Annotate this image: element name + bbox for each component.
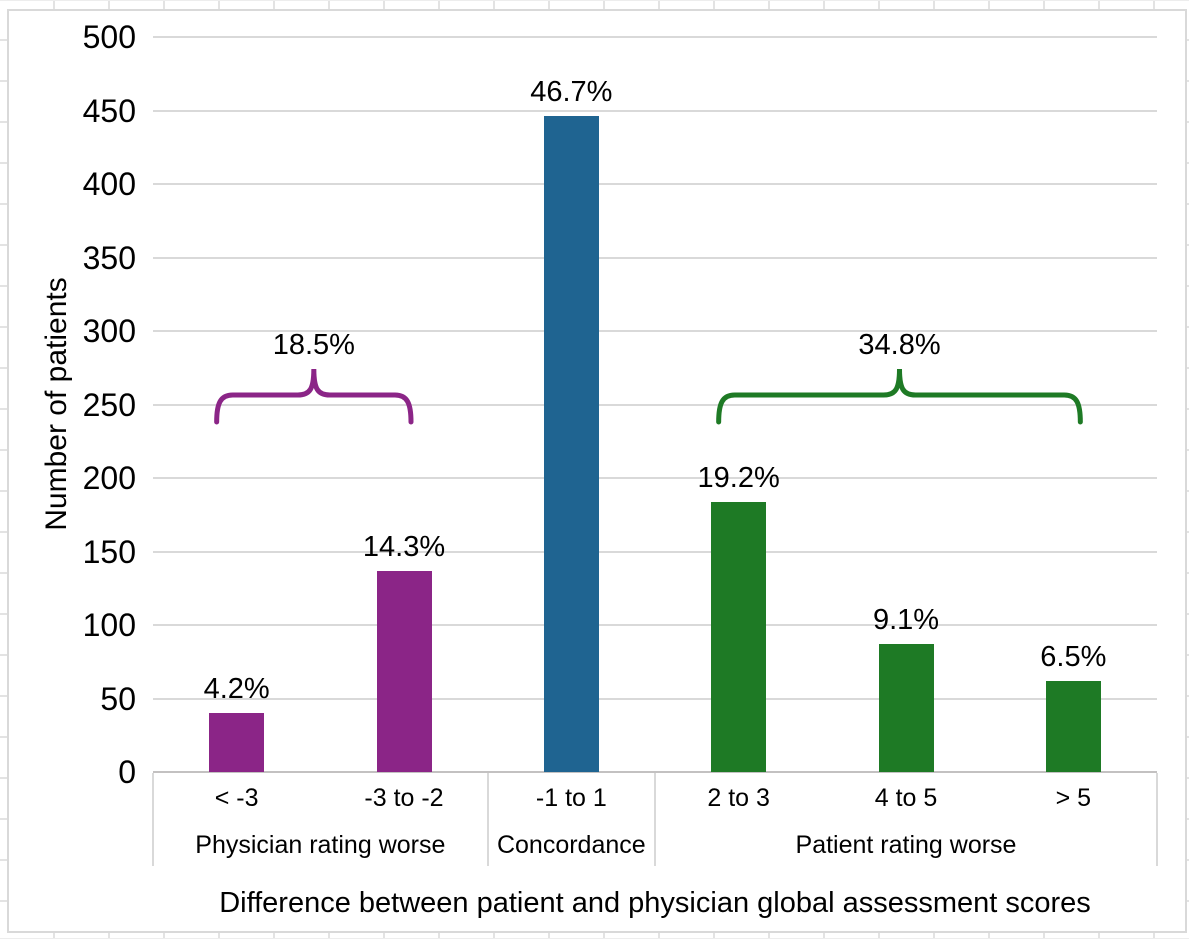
y-tick-label: 150: [82, 533, 136, 570]
bar-value-label: 19.2%: [697, 461, 780, 494]
x-axis-title: Difference between patient and physician…: [219, 887, 1091, 919]
y-tick-label: 350: [82, 239, 136, 276]
bar-value-label: 14.3%: [362, 530, 446, 563]
y-tick-label: 500: [82, 19, 136, 55]
gridline: [153, 697, 1157, 700]
bar-value-label: 9.1%: [872, 604, 940, 637]
x-category-label: 2 to 3: [707, 784, 770, 812]
gridline: [153, 36, 1157, 38]
x-group-label: Patient rating worse: [795, 831, 1017, 859]
x-category-label: < -3: [214, 784, 259, 812]
bar: [878, 644, 934, 772]
brace-percent-label: 18.5%: [272, 329, 355, 361]
y-tick-label: 100: [82, 607, 136, 643]
bar-value-label: 4.2%: [203, 673, 270, 706]
gridline: [153, 624, 1157, 626]
y-tick-label: 450: [82, 92, 136, 129]
x-axis-line: [153, 771, 1157, 773]
y-tick-label: 300: [82, 313, 136, 349]
gridline: [153, 109, 1157, 112]
bar: [1045, 680, 1101, 772]
gridline: [153, 183, 1157, 185]
gridline: [153, 477, 1157, 479]
y-tick-label: 250: [82, 386, 136, 423]
x-category-label: 4 to 5: [874, 784, 938, 812]
group-brace: [716, 368, 1083, 425]
bar: [543, 116, 599, 772]
bar: [376, 570, 432, 772]
x-category-label: > 5: [1055, 784, 1092, 812]
y-tick-label: 400: [82, 166, 136, 202]
x-category-label: -3 to -2: [364, 784, 444, 812]
category-separator: [486, 773, 489, 866]
x-group-label: Physician rating worse: [195, 831, 446, 859]
group-brace: [214, 368, 414, 425]
category-separator: [152, 773, 154, 866]
bar: [209, 713, 265, 772]
bar-value-label: 6.5%: [1040, 640, 1107, 673]
y-tick-label: 50: [100, 680, 136, 717]
gridline: [153, 256, 1157, 259]
bar: [711, 501, 767, 772]
gridline: [153, 550, 1157, 553]
x-group-label: Concordance: [496, 831, 646, 859]
gridline: [153, 330, 1157, 332]
x-category-label: -1 to 1: [535, 784, 607, 812]
category-separator: [654, 773, 656, 866]
category-separator: [1156, 773, 1158, 866]
y-tick-label: 0: [118, 754, 136, 790]
y-tick-label: 200: [82, 460, 136, 496]
gridline: [153, 403, 1157, 406]
brace-percent-label: 34.8%: [858, 329, 941, 361]
bar-value-label: 46.7%: [530, 76, 613, 109]
